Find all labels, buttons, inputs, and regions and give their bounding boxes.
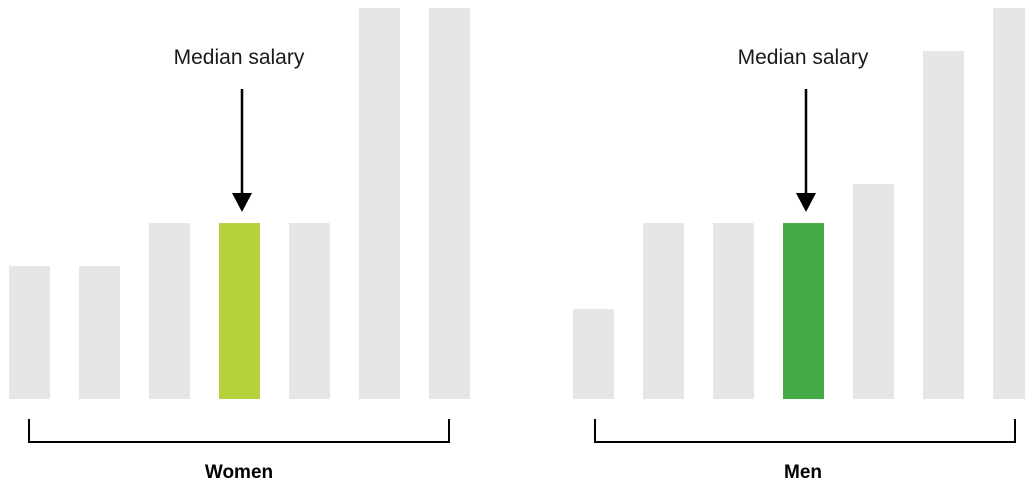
salary-bar [149, 223, 190, 399]
group-label-men: Men [784, 462, 822, 483]
salary-bar [923, 51, 964, 399]
group-label-women: Women [205, 462, 273, 483]
salary-bar [429, 8, 470, 399]
men-panel: Median salary Men [573, 8, 1025, 483]
median-bar [783, 223, 824, 399]
women-bars [9, 8, 470, 399]
salary-bar [993, 8, 1025, 399]
salary-bar [359, 8, 400, 399]
salary-bar [643, 223, 684, 399]
women-panel: Median salary Women [9, 8, 470, 483]
group-bracket [594, 419, 1016, 443]
salary-bar [289, 223, 330, 399]
salary-bar [853, 183, 894, 399]
salary-bar [9, 266, 50, 399]
group-bracket [28, 419, 450, 443]
median-salary-annotation: Median salary [174, 46, 305, 69]
salary-bar [79, 266, 120, 399]
median-arrow-head [232, 193, 252, 212]
men-bars [573, 8, 1025, 399]
median-arrow-head [796, 193, 816, 212]
salary-bar [713, 223, 754, 399]
median-bar [219, 223, 260, 399]
salary-bar [573, 309, 614, 399]
median-salary-annotation: Median salary [738, 46, 869, 69]
